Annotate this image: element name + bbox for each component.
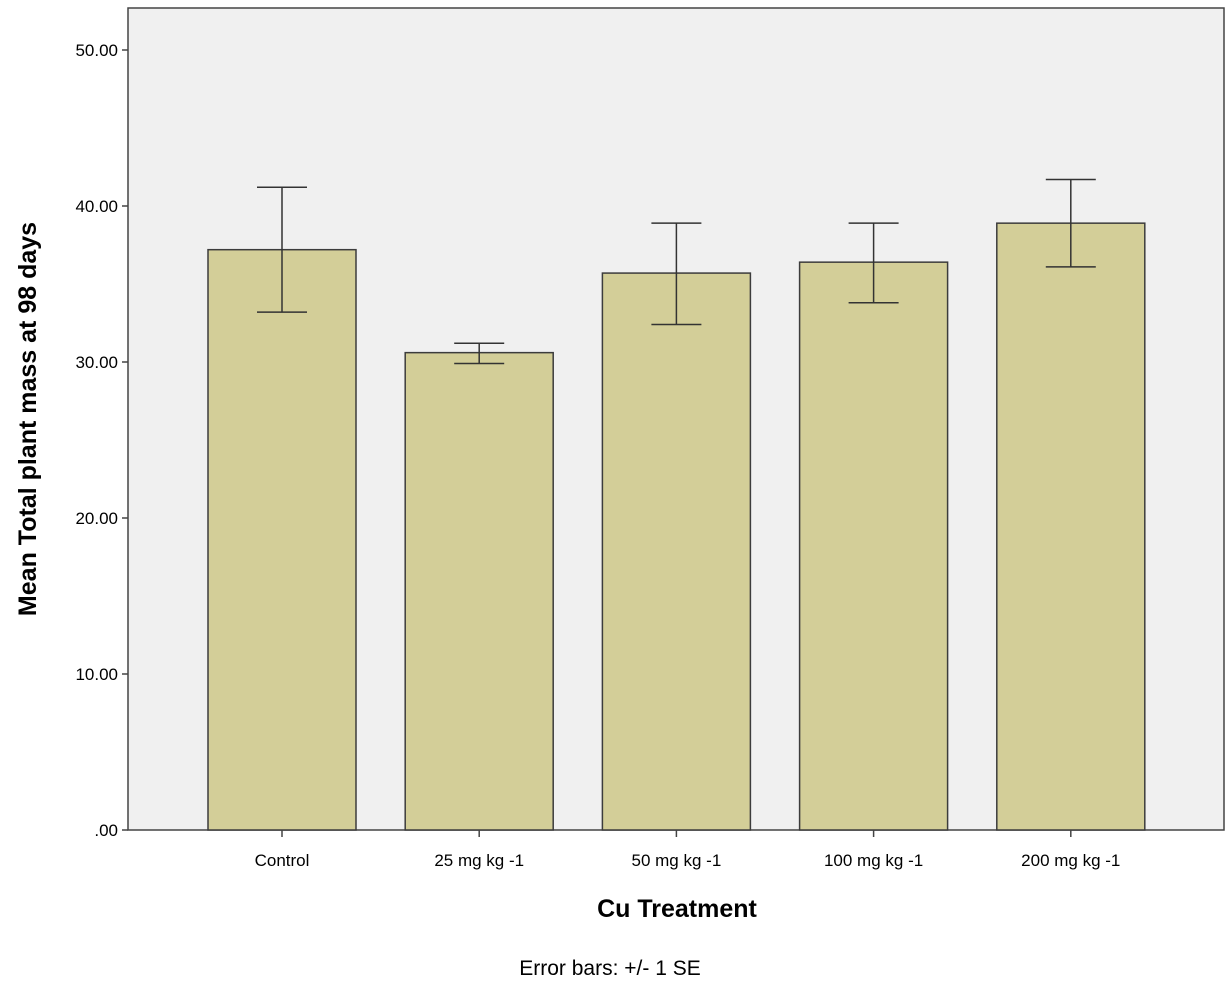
bar-1 bbox=[207, 248, 357, 831]
y-tick-label: 30.00 bbox=[75, 353, 118, 372]
x-tick-label: 100 mg kg -1 bbox=[824, 851, 923, 870]
x-tick-label: Control bbox=[255, 851, 310, 870]
bar-4 bbox=[798, 261, 949, 831]
error-bars-group bbox=[257, 178, 1096, 365]
bar-5 bbox=[996, 222, 1146, 831]
x-axis-title: Cu Treatment bbox=[597, 895, 757, 923]
y-tick-label: .00 bbox=[94, 821, 118, 840]
y-tick-label: 40.00 bbox=[75, 197, 118, 216]
bar-3 bbox=[601, 272, 752, 831]
bar-2 bbox=[404, 351, 554, 831]
y-tick-label: 20.00 bbox=[75, 509, 118, 528]
x-axis: Control 25 mg kg -1 50 mg kg -1 100 mg kg -… bbox=[255, 830, 1120, 870]
x-tick-label: 25 mg kg -1 bbox=[434, 851, 524, 870]
error-bar-note: Error bars: +/- 1 SE bbox=[519, 957, 700, 980]
y-tick-label: 50.00 bbox=[75, 41, 118, 60]
y-axis-title: Mean Total plant mass at 98 days bbox=[14, 222, 42, 616]
x-tick-label: 200 mg kg -1 bbox=[1021, 851, 1120, 870]
y-axis: .00 10.00 20.00 30.00 40.00 50.00 bbox=[75, 41, 128, 840]
x-tick-label: 50 mg kg -1 bbox=[632, 851, 722, 870]
y-tick-label: 10.00 bbox=[75, 665, 118, 684]
